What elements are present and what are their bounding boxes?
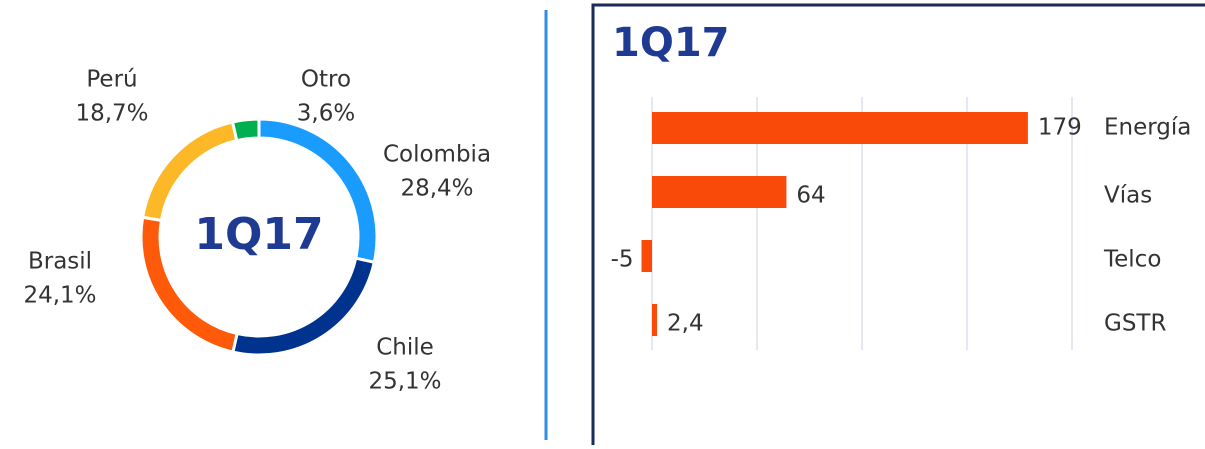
category-label: Telco: [1103, 247, 1161, 273]
bar-value-label: -5: [611, 247, 634, 273]
donut-center-title: 1Q17: [194, 209, 323, 260]
bar-value-label: 179: [1038, 115, 1082, 141]
segment-label: Perú: [86, 67, 137, 93]
category-label: Energía: [1104, 115, 1191, 141]
segment-label: Colombia: [383, 142, 491, 168]
bar-value-label: 64: [796, 183, 825, 209]
category-label: Vías: [1104, 183, 1152, 209]
segment-value-label: 24,1%: [23, 283, 96, 309]
segment-label: Otro: [301, 67, 351, 93]
bar-title: 1Q17: [612, 20, 730, 66]
donut-segment: [231, 256, 377, 357]
bar: [641, 240, 652, 272]
segment-value-label: 18,7%: [75, 101, 148, 127]
segment-label: Brasil: [28, 249, 92, 275]
donut-segment: [140, 120, 239, 223]
donut-segment: [230, 117, 261, 143]
segment-value-label: 3,6%: [297, 101, 355, 127]
category-label: GSTR: [1104, 311, 1166, 337]
bar: [652, 304, 658, 336]
bar: [652, 176, 787, 208]
bar-value-label: 2,4: [667, 311, 704, 337]
bar: [652, 112, 1028, 144]
segment-value-label: 25,1%: [368, 369, 441, 395]
segment-label: Chile: [376, 335, 434, 361]
segment-value-label: 28,4%: [400, 176, 473, 202]
panel-border: [591, 3, 1205, 445]
